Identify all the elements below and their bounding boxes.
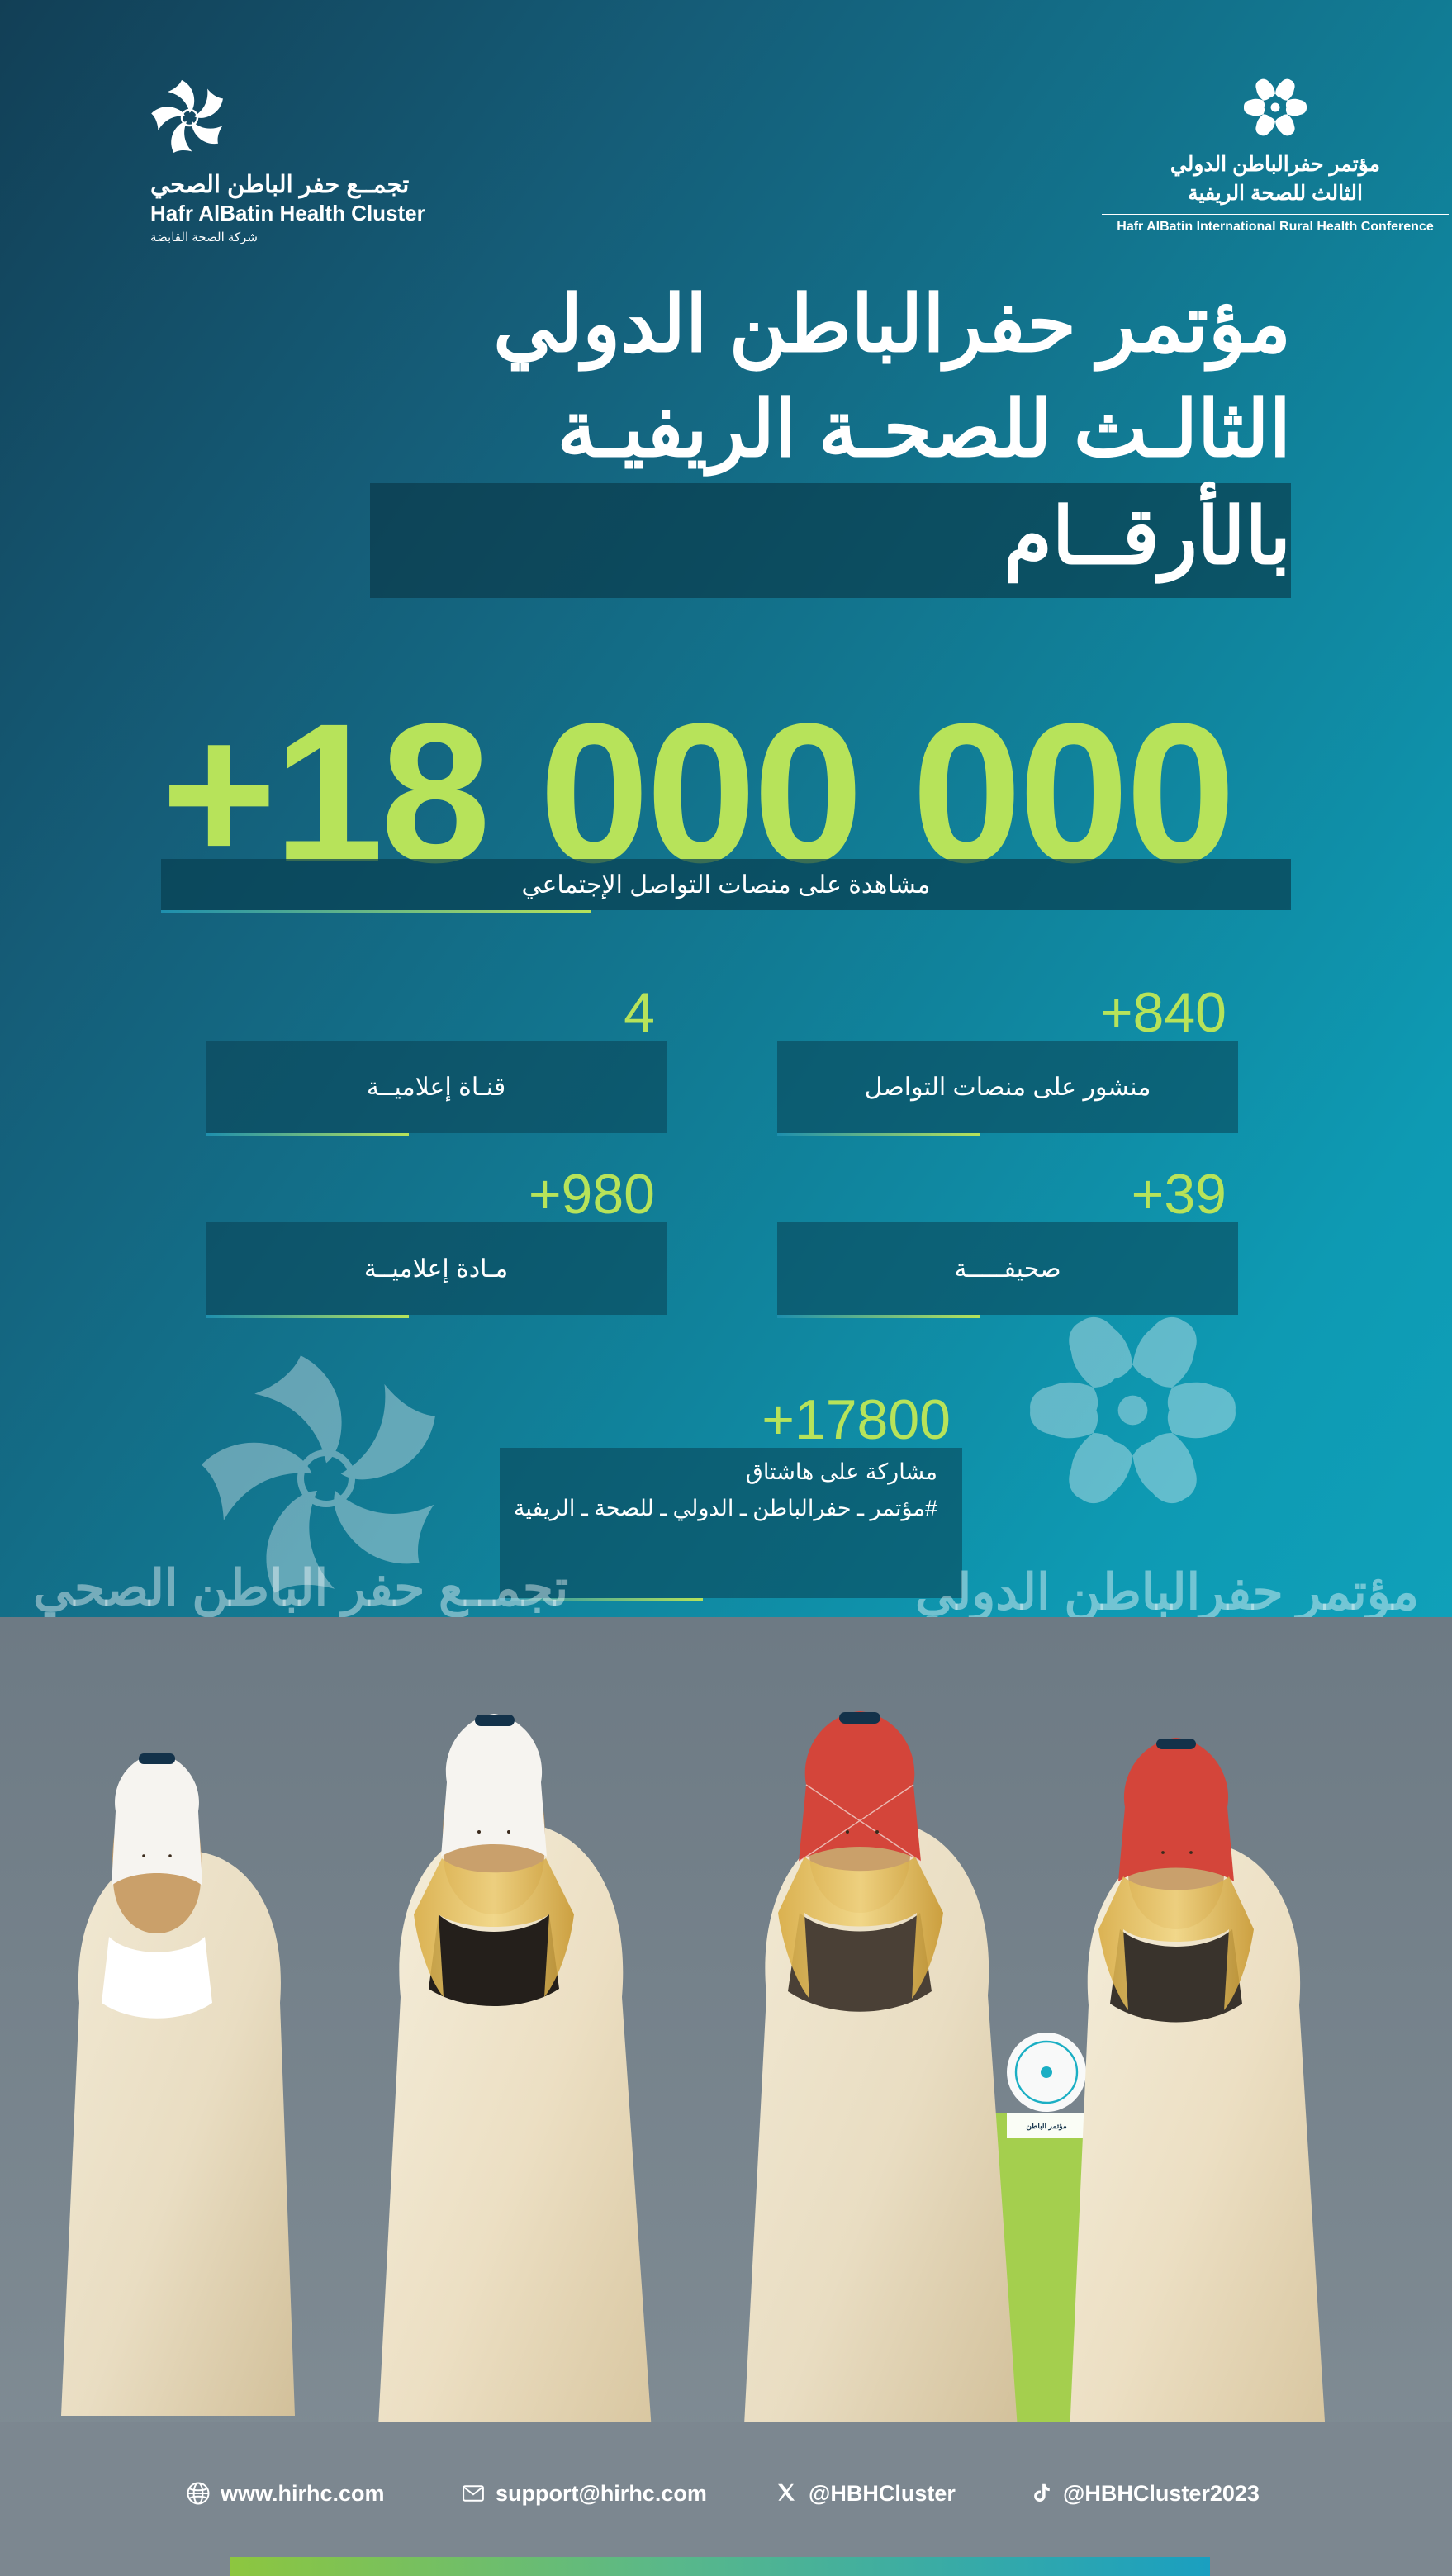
svg-text:مؤتمر الباطن: مؤتمر الباطن xyxy=(1026,2122,1067,2131)
